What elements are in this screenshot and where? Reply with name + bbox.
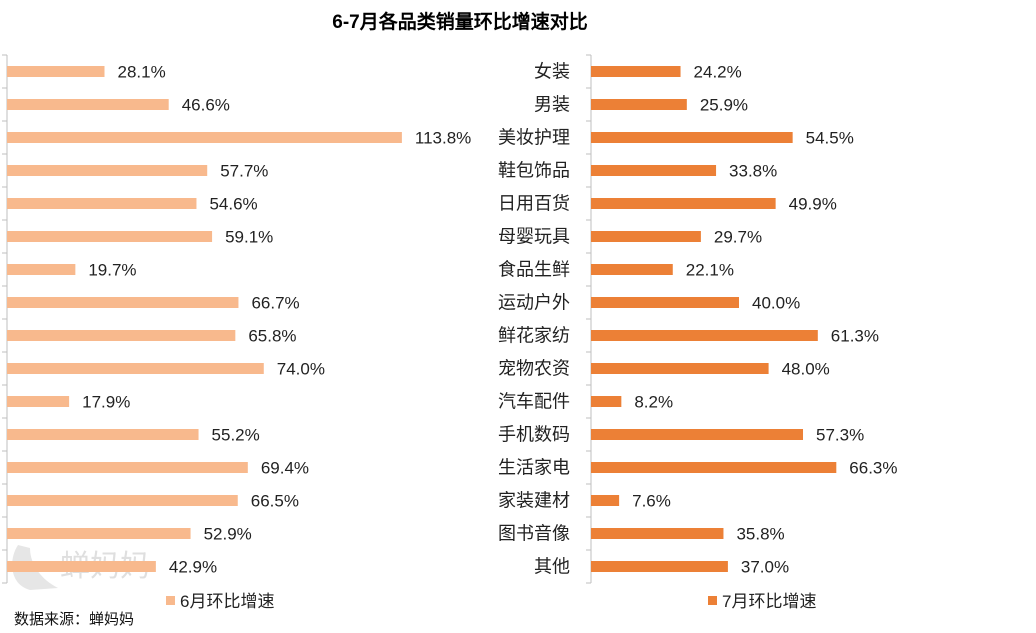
category-label: 食品生鲜	[498, 260, 570, 280]
june-series: 28.1% 46.6% 113.8% 57.7% 54.6% 59.1% 19.7% 66.7…	[7, 63, 471, 577]
data-label-june: 66.7%	[251, 294, 299, 313]
data-label-july: 29.7%	[714, 228, 762, 247]
chart-title: 6-7月各品类销量环比增速对比	[332, 10, 587, 33]
bar-july	[591, 396, 622, 407]
category-label: 日用百货	[498, 194, 570, 214]
legend-label-june: 6月环比增速	[180, 592, 274, 611]
bar-june	[7, 198, 197, 209]
data-label-june: 65.8%	[248, 327, 296, 346]
bar-july	[591, 363, 769, 374]
bar-july	[591, 231, 701, 242]
data-label-july: 61.3%	[831, 327, 879, 346]
category-label: 鞋包饰品	[498, 161, 570, 181]
bar-june	[7, 429, 199, 440]
data-label-july: 25.9%	[700, 96, 748, 115]
bar-june	[7, 561, 156, 572]
bar-july	[591, 330, 818, 341]
bar-june	[7, 66, 105, 77]
data-label-june: 52.9%	[204, 525, 252, 544]
bar-june	[7, 99, 169, 110]
bar-june	[7, 264, 76, 275]
data-label-june: 55.2%	[212, 426, 260, 445]
bar-july	[591, 66, 681, 77]
data-label-june: 54.6%	[209, 195, 257, 214]
bar-june	[7, 165, 208, 176]
bar-june	[7, 495, 238, 506]
category-label: 女装	[534, 62, 570, 82]
july-series: 24.2% 25.9% 54.5% 33.8% 49.9% 29.7% 22.1% 40.0%…	[591, 63, 898, 577]
bar-july	[591, 495, 620, 506]
data-label-june: 17.9%	[82, 393, 130, 412]
bar-june	[7, 396, 70, 407]
legend-label-july: 7月环比增速	[722, 592, 816, 611]
bar-july	[591, 132, 793, 143]
data-label-june: 69.4%	[261, 459, 309, 478]
data-label-june: 28.1%	[118, 63, 166, 82]
bar-june	[7, 528, 191, 539]
data-label-june: 42.9%	[169, 558, 217, 577]
data-label-july: 57.3%	[816, 426, 864, 445]
bar-june	[7, 462, 248, 473]
bar-july	[591, 528, 724, 539]
bar-july	[591, 198, 776, 209]
bar-june	[7, 231, 213, 242]
data-label-june: 113.8%	[415, 129, 471, 148]
category-label: 汽车配件	[498, 392, 570, 412]
bar-july	[591, 297, 739, 308]
bar-june	[7, 363, 264, 374]
category-label: 家装建材	[498, 491, 570, 511]
bar-july	[591, 561, 728, 572]
data-label-july: 49.9%	[789, 195, 837, 214]
category-label: 母婴玩具	[498, 227, 570, 247]
category-label: 美妆护理	[498, 128, 570, 148]
category-labels: 女装男装美妆护理鞋包饰品日用百货母婴玩具食品生鲜运动户外鲜花家纺宠物农资汽车配件…	[498, 62, 570, 577]
data-label-july: 7.6%	[632, 492, 671, 511]
data-label-june: 57.7%	[220, 162, 268, 181]
category-label: 其他	[534, 557, 570, 577]
legend: 6月环比增速 7月环比增速	[166, 592, 816, 611]
category-label: 生活家电	[498, 458, 570, 478]
bar-july	[591, 462, 837, 473]
data-label-july: 48.0%	[782, 360, 830, 379]
bar-july	[591, 165, 717, 176]
category-label: 运动户外	[498, 293, 570, 313]
data-label-june: 46.6%	[182, 96, 230, 115]
category-label: 图书音像	[498, 524, 570, 544]
data-label-july: 8.2%	[634, 393, 673, 412]
data-label-july: 54.5%	[806, 129, 854, 148]
bar-june	[7, 330, 236, 341]
bar-june	[7, 132, 402, 143]
data-label-july: 22.1%	[686, 261, 734, 280]
data-label-june: 19.7%	[88, 261, 136, 280]
data-label-june: 74.0%	[277, 360, 325, 379]
legend-swatch-june	[166, 596, 175, 605]
category-label: 鲜花家纺	[498, 326, 570, 346]
category-label: 男装	[534, 95, 570, 115]
bar-july	[591, 264, 673, 275]
data-label-july: 33.8%	[729, 162, 777, 181]
category-label: 手机数码	[498, 425, 570, 445]
data-label-july: 37.0%	[741, 558, 789, 577]
legend-swatch-july	[708, 596, 717, 605]
source-note: 数据来源：蝉妈妈	[14, 611, 134, 628]
data-label-july: 40.0%	[752, 294, 800, 313]
data-label-july: 35.8%	[736, 525, 784, 544]
data-label-june: 59.1%	[225, 228, 273, 247]
bar-july	[591, 99, 687, 110]
bar-june	[7, 297, 239, 308]
data-label-july: 66.3%	[849, 459, 897, 478]
category-label: 宠物农资	[498, 359, 570, 379]
bar-july	[591, 429, 804, 440]
data-label-june: 66.5%	[251, 492, 299, 511]
data-label-july: 24.2%	[694, 63, 742, 82]
